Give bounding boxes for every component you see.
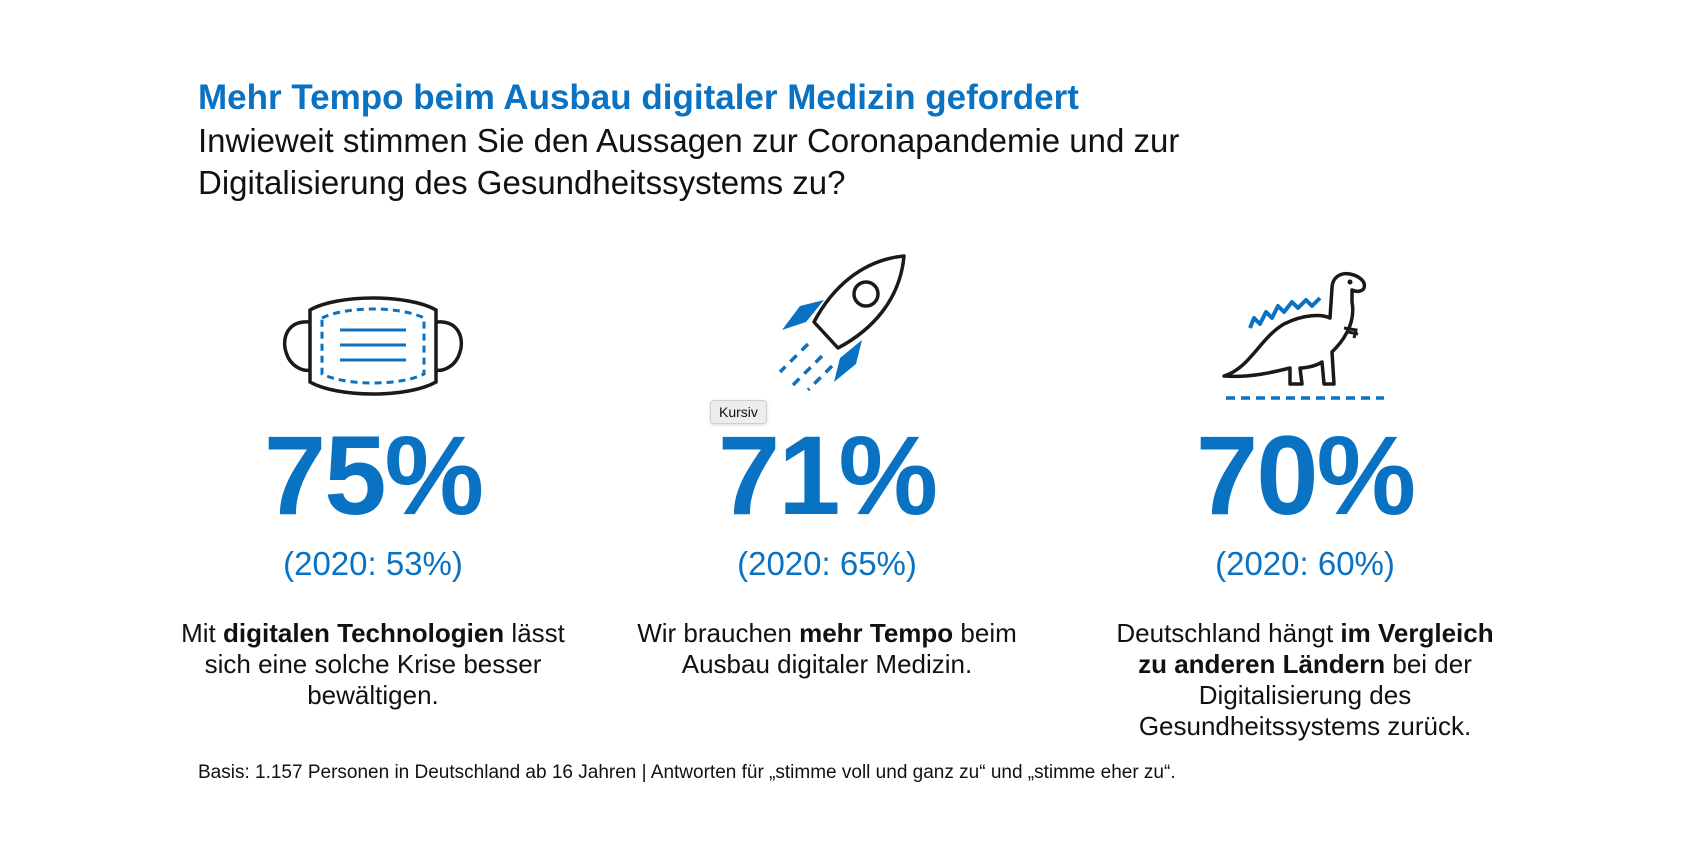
rocket-icon [778, 254, 906, 392]
chart-title: Mehr Tempo beim Ausbau digitaler Medizin… [198, 78, 1079, 117]
stat-statement: Mit digitalen Technologien lässt sich ei… [181, 618, 565, 710]
stat-previous-value: (2020: 53%) [283, 545, 463, 582]
statement-emphasis: im Vergleich zu anderen Ländern [1138, 618, 1494, 679]
footnote: Basis: 1.157 Personen in Deutschland ab … [198, 762, 1176, 783]
dinosaur-icon [1222, 271, 1384, 400]
stat-value: 70% [1195, 413, 1416, 538]
stat-value: 75% [263, 413, 484, 538]
face-mask-icon [282, 296, 464, 396]
statement-emphasis: digitalen Technologien [223, 618, 505, 648]
stat-statement: Deutschland hängt im Vergleich zu andere… [1116, 618, 1494, 741]
header: Mehr Tempo beim Ausbau digitaler Medizin… [198, 76, 1498, 204]
tooltip-italic: Kursiv [710, 400, 767, 424]
stat-icon-box [1090, 240, 1520, 410]
stat-previous-value: (2020: 65%) [737, 545, 917, 582]
stat-icon-box [158, 240, 588, 410]
stat-previous-value: (2020: 60%) [1215, 545, 1395, 582]
stat-statement: Wir brauchen mehr Tempo beim Ausbau digi… [637, 618, 1017, 679]
stat-icon-box [612, 240, 1042, 410]
stat-value: 71% [717, 413, 938, 538]
stat-card-2: 71% (2020: 65%) Wir brauchen mehr Tempo … [612, 240, 1042, 680]
statement-emphasis: mehr Tempo [799, 618, 954, 648]
chart-subtitle: Inwieweit stimmen Sie den Aussagen zur C… [198, 122, 1180, 201]
stat-card-3: 70% (2020: 60%) Deutschland hängt im Ver… [1090, 240, 1520, 742]
stat-card-1: 75% (2020: 53%) Mit digitalen Technologi… [158, 240, 588, 711]
